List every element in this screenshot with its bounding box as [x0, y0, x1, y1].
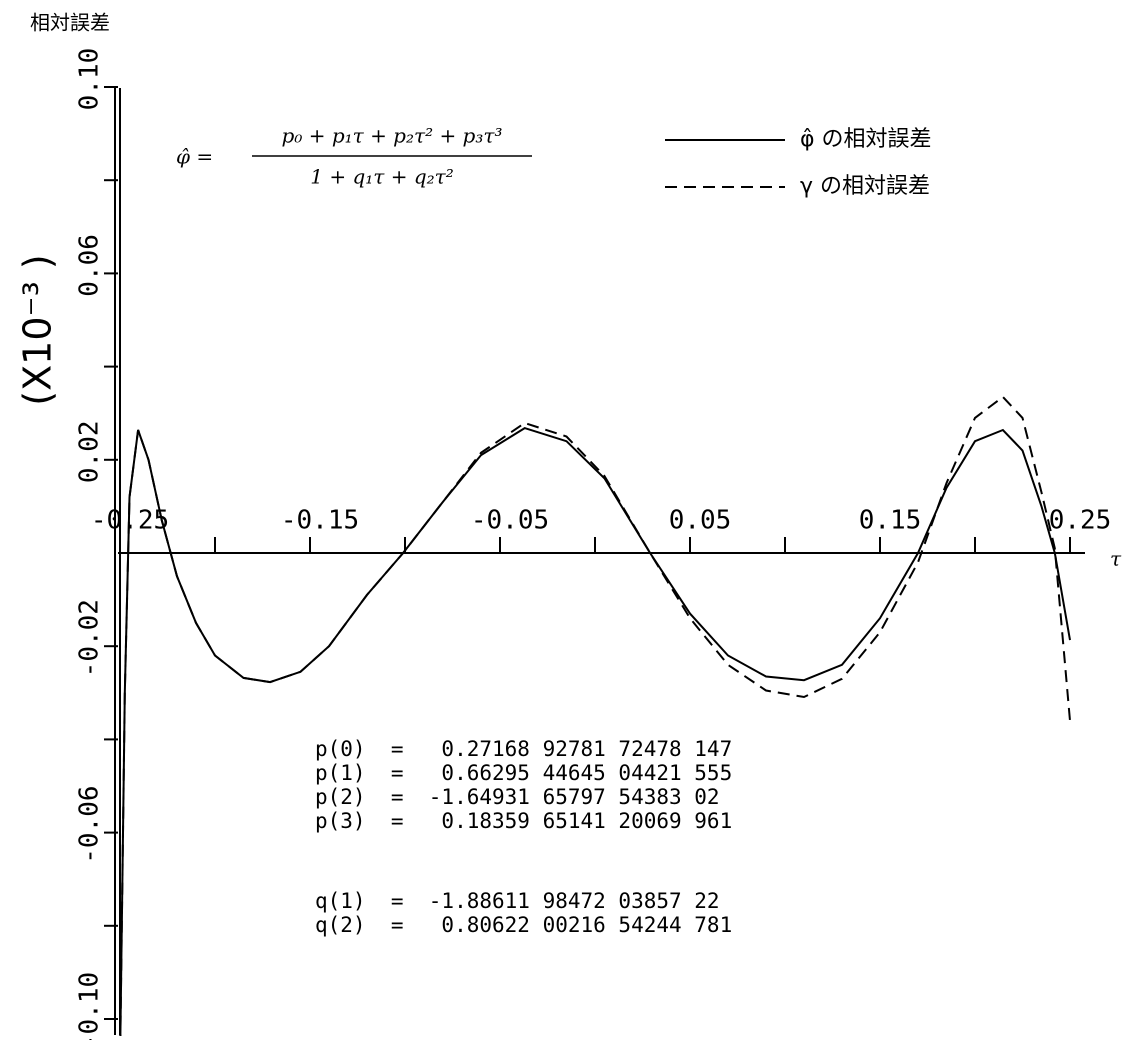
coefficient: p(2) = -1.64931 65797 54383 02 — [315, 785, 720, 809]
coefficient: q(1) = -1.88611 98472 03857 22 — [315, 889, 720, 913]
y-tick-label: 0.06 — [75, 234, 105, 297]
x-tick-label: -0.15 — [281, 506, 359, 536]
legend-label: φ̂ の相対誤差 — [800, 127, 932, 152]
plot-area — [119, 395, 1071, 1036]
y-tick-label: 0.10 — [75, 48, 105, 111]
series-line — [119, 395, 1071, 1036]
formula-lhs: φ̂ = — [176, 145, 213, 169]
y-unit: (X10⁻³ ) — [16, 254, 60, 405]
coefficient: p(3) = 0.18359 65141 20069 961 — [315, 809, 732, 833]
y-tick-label: -0.10 — [75, 972, 105, 1040]
x-tick-label: 0.25 — [1049, 506, 1112, 536]
legend-label: γ の相対誤差 — [800, 174, 930, 199]
formula-denominator: 1 + q₁τ + q₂τ² — [310, 165, 453, 189]
x-tick-label: -0.05 — [471, 506, 549, 536]
x-tick-label: 0.05 — [669, 506, 732, 536]
y-tick-label: 0.02 — [75, 420, 105, 483]
coefficient: p(0) = 0.27168 92781 72478 147 — [315, 737, 732, 761]
y-axis-label: 相対誤差 — [30, 11, 110, 35]
x-tick-label: 0.15 — [859, 506, 922, 536]
coefficient: q(2) = 0.80622 00216 54244 781 — [315, 913, 732, 937]
series-line — [119, 427, 1071, 1036]
coefficient: p(1) = 0.66295 44645 04421 555 — [315, 761, 732, 785]
formula-numerator: p₀ + p₁τ + p₂τ² + p₃τ³ — [282, 124, 503, 148]
y-tick-label: -0.06 — [75, 785, 105, 863]
x-axis-label: τ — [1110, 547, 1122, 571]
y-tick-label: -0.02 — [75, 599, 105, 677]
